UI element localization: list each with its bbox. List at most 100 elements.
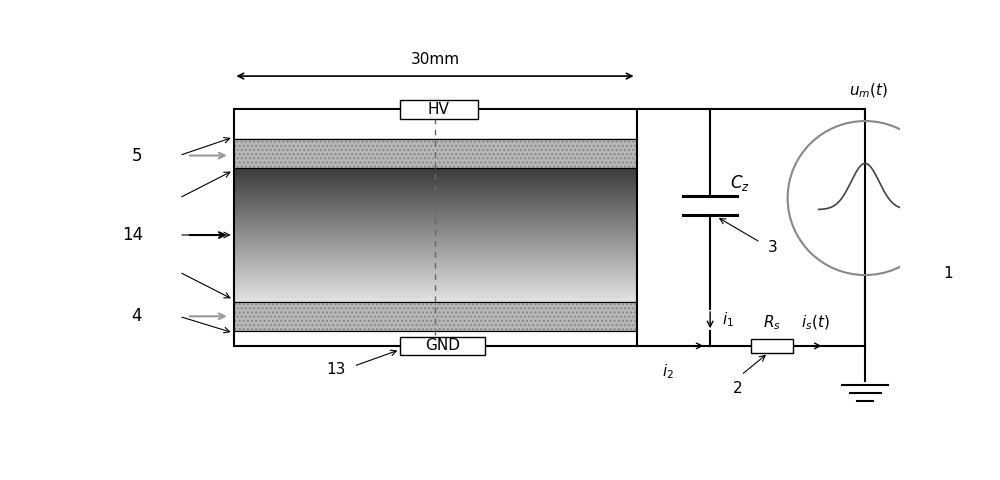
Polygon shape [234, 291, 637, 293]
Polygon shape [234, 276, 637, 278]
Polygon shape [234, 228, 637, 230]
Polygon shape [234, 168, 637, 170]
Polygon shape [234, 177, 637, 179]
Polygon shape [234, 275, 637, 276]
Polygon shape [234, 282, 637, 283]
Polygon shape [234, 239, 637, 240]
Polygon shape [234, 241, 637, 243]
Polygon shape [234, 287, 637, 288]
Text: 2: 2 [732, 381, 742, 396]
Polygon shape [234, 264, 637, 265]
Polygon shape [234, 216, 637, 218]
Polygon shape [234, 266, 637, 268]
Polygon shape [234, 255, 637, 257]
Text: $i_1$: $i_1$ [722, 311, 734, 329]
Text: 13: 13 [326, 362, 346, 377]
Polygon shape [234, 225, 637, 227]
Polygon shape [234, 278, 637, 280]
Polygon shape [234, 232, 637, 233]
Polygon shape [234, 270, 637, 272]
Polygon shape [400, 336, 485, 355]
Text: GND: GND [425, 338, 460, 353]
Polygon shape [234, 297, 637, 298]
Polygon shape [234, 139, 637, 168]
Text: HV: HV [428, 102, 450, 117]
Text: $R_s$: $R_s$ [763, 313, 781, 332]
Polygon shape [234, 245, 637, 247]
Polygon shape [234, 179, 637, 180]
Polygon shape [234, 220, 637, 222]
Polygon shape [234, 235, 637, 237]
Polygon shape [234, 193, 637, 195]
Polygon shape [234, 109, 637, 139]
Polygon shape [234, 215, 637, 216]
Text: 1: 1 [943, 266, 953, 281]
Polygon shape [234, 237, 637, 239]
Polygon shape [234, 262, 637, 264]
Polygon shape [234, 180, 637, 182]
Polygon shape [234, 283, 637, 285]
Polygon shape [234, 272, 637, 273]
Polygon shape [234, 243, 637, 245]
Polygon shape [234, 175, 637, 177]
Polygon shape [234, 265, 637, 266]
Polygon shape [400, 100, 478, 119]
Polygon shape [234, 195, 637, 197]
Text: $i_2$: $i_2$ [662, 362, 673, 381]
Polygon shape [234, 208, 637, 210]
Polygon shape [234, 252, 637, 253]
Polygon shape [234, 301, 637, 331]
Polygon shape [751, 339, 793, 353]
Polygon shape [234, 207, 637, 208]
Polygon shape [234, 170, 637, 172]
Text: $i_s(t)$: $i_s(t)$ [801, 314, 830, 332]
Text: 3: 3 [768, 240, 778, 255]
Polygon shape [234, 190, 637, 192]
Polygon shape [234, 189, 637, 190]
Polygon shape [234, 187, 637, 189]
Polygon shape [234, 250, 637, 252]
Polygon shape [234, 331, 637, 346]
Polygon shape [234, 204, 637, 205]
Polygon shape [234, 218, 637, 220]
Polygon shape [234, 197, 637, 198]
Polygon shape [234, 288, 637, 290]
Text: $u_m(t)$: $u_m(t)$ [849, 82, 889, 100]
Polygon shape [234, 185, 637, 187]
Text: 14: 14 [122, 226, 143, 244]
Polygon shape [234, 248, 637, 250]
Polygon shape [234, 230, 637, 232]
Polygon shape [234, 192, 637, 193]
Polygon shape [234, 293, 637, 295]
Polygon shape [234, 214, 637, 215]
Polygon shape [234, 300, 637, 301]
Polygon shape [234, 200, 637, 202]
Polygon shape [234, 280, 637, 282]
Polygon shape [234, 298, 637, 300]
Polygon shape [234, 202, 637, 204]
Polygon shape [234, 173, 637, 175]
Polygon shape [234, 183, 637, 185]
Text: $C_z$: $C_z$ [730, 173, 749, 193]
Polygon shape [234, 172, 637, 173]
Polygon shape [234, 223, 637, 225]
Polygon shape [234, 210, 637, 212]
Polygon shape [234, 285, 637, 287]
Polygon shape [234, 222, 637, 223]
Polygon shape [234, 182, 637, 183]
Text: 4: 4 [131, 307, 142, 325]
Polygon shape [234, 268, 637, 270]
Text: 5: 5 [131, 146, 142, 165]
Polygon shape [234, 198, 637, 200]
Polygon shape [234, 240, 637, 241]
Polygon shape [234, 227, 637, 228]
Polygon shape [234, 295, 637, 297]
Polygon shape [234, 212, 637, 214]
Polygon shape [234, 260, 637, 262]
Polygon shape [234, 257, 637, 258]
Polygon shape [234, 258, 637, 260]
Polygon shape [234, 205, 637, 207]
Polygon shape [234, 233, 637, 235]
Text: 30mm: 30mm [410, 52, 460, 67]
Polygon shape [234, 290, 637, 291]
